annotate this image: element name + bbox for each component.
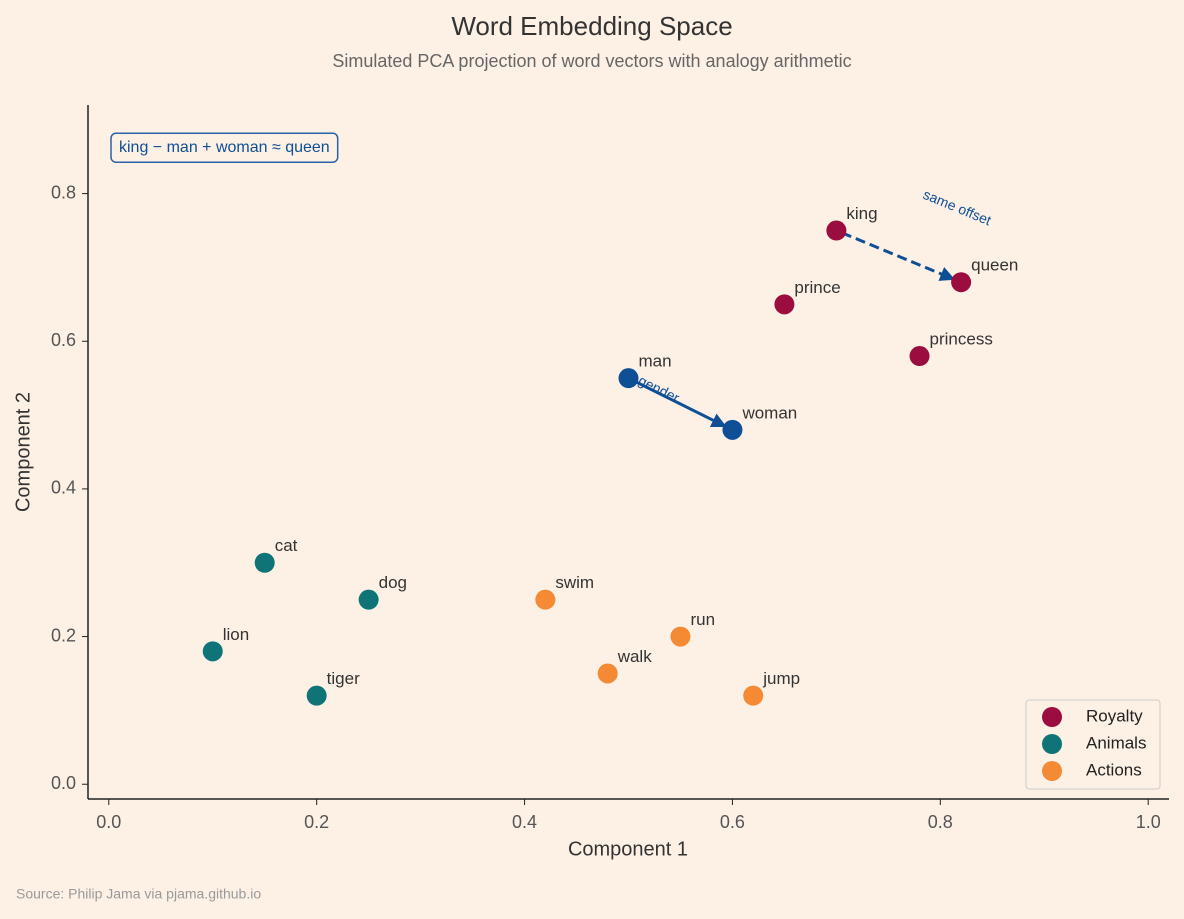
point — [774, 294, 795, 315]
chart-subtitle: Simulated PCA projection of word vectors… — [332, 51, 851, 71]
y-axis-label: Component 2 — [12, 392, 34, 512]
point — [254, 552, 275, 573]
point-label: jump — [762, 669, 800, 688]
point — [358, 589, 379, 610]
y-tick-label: 0.0 — [51, 773, 76, 793]
source: Source: Philip Jama via pjama.github.io — [16, 886, 261, 902]
x-tick-label: 0.4 — [512, 812, 537, 832]
legend-label: Animals — [1086, 733, 1146, 752]
point — [722, 419, 743, 440]
point — [909, 346, 930, 367]
y-tick-label: 0.8 — [51, 182, 76, 202]
point-label: queen — [971, 256, 1018, 275]
point — [202, 641, 223, 662]
point — [826, 220, 847, 241]
point-label: king — [846, 204, 877, 223]
arrow — [841, 231, 956, 281]
point — [743, 685, 764, 706]
point — [535, 589, 556, 610]
y-tick-label: 0.4 — [51, 478, 76, 498]
point-label: woman — [741, 403, 797, 422]
point — [306, 685, 327, 706]
point-label: dog — [379, 573, 407, 592]
point-label: walk — [617, 647, 653, 666]
x-tick-label: 0.2 — [304, 812, 329, 832]
legend-marker — [1042, 761, 1062, 781]
point-label: lion — [223, 625, 249, 644]
point-label: swim — [555, 573, 594, 592]
x-tick-label: 0.6 — [720, 812, 745, 832]
point-label: run — [690, 610, 715, 629]
annotation-box-text: king − man + woman ≈ queen — [119, 139, 330, 156]
x-tick-label: 0.0 — [96, 812, 121, 832]
annotation-box — [110, 132, 339, 163]
point-label: cat — [275, 536, 298, 555]
point-label: tiger — [327, 669, 360, 688]
x-tick-label: 0.8 — [928, 812, 953, 832]
y-tick-label: 0.2 — [51, 625, 76, 645]
point — [670, 626, 691, 647]
x-axis-label: Component 1 — [568, 838, 688, 860]
arrow — [633, 379, 727, 428]
point-label: prince — [794, 278, 840, 297]
chart-title: Word Embedding Space — [451, 11, 732, 41]
point-label: princess — [930, 330, 993, 349]
legend-marker — [1042, 707, 1062, 727]
x-tick-label: 1.0 — [1136, 812, 1161, 832]
legend-marker — [1042, 734, 1062, 754]
point-label: man — [639, 352, 672, 371]
point — [951, 272, 972, 293]
point — [597, 663, 618, 684]
y-tick-label: 0.6 — [51, 330, 76, 350]
point — [618, 368, 639, 389]
legend-label: Actions — [1086, 760, 1142, 779]
legend-label: Royalty — [1086, 706, 1143, 725]
